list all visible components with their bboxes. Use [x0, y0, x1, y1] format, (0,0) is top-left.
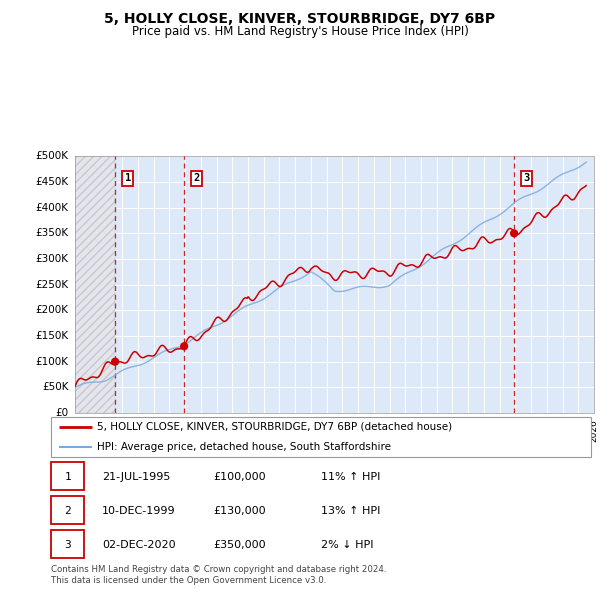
Text: 5, HOLLY CLOSE, KINVER, STOURBRIDGE, DY7 6BP: 5, HOLLY CLOSE, KINVER, STOURBRIDGE, DY7… — [104, 12, 496, 26]
Text: 2: 2 — [64, 506, 71, 516]
Text: £200K: £200K — [36, 306, 69, 315]
Bar — [75, 156, 115, 413]
Text: £400K: £400K — [36, 203, 69, 212]
FancyBboxPatch shape — [51, 530, 85, 558]
Text: £350K: £350K — [35, 228, 69, 238]
Text: £300K: £300K — [36, 254, 69, 264]
Text: Contains HM Land Registry data © Crown copyright and database right 2024.
This d: Contains HM Land Registry data © Crown c… — [51, 565, 386, 585]
FancyBboxPatch shape — [51, 417, 591, 457]
Text: HPI: Average price, detached house, South Staffordshire: HPI: Average price, detached house, Sout… — [97, 442, 391, 452]
Text: £50K: £50K — [42, 382, 69, 392]
Text: 3: 3 — [524, 173, 530, 183]
Text: £350,000: £350,000 — [213, 540, 266, 550]
Text: 21-JUL-1995: 21-JUL-1995 — [103, 472, 170, 482]
Text: £450K: £450K — [35, 177, 69, 187]
Text: £100,000: £100,000 — [213, 472, 266, 482]
Text: 3: 3 — [64, 540, 71, 550]
Point — [179, 342, 189, 351]
Text: 2% ↓ HPI: 2% ↓ HPI — [321, 540, 373, 550]
Text: £100K: £100K — [36, 357, 69, 366]
Text: £130,000: £130,000 — [213, 506, 266, 516]
Text: £250K: £250K — [35, 280, 69, 290]
Text: 11% ↑ HPI: 11% ↑ HPI — [321, 472, 380, 482]
FancyBboxPatch shape — [51, 462, 85, 490]
Text: £150K: £150K — [35, 331, 69, 341]
Text: 1: 1 — [64, 472, 71, 482]
Text: 5, HOLLY CLOSE, KINVER, STOURBRIDGE, DY7 6BP (detached house): 5, HOLLY CLOSE, KINVER, STOURBRIDGE, DY7… — [97, 422, 452, 432]
Text: £0: £0 — [56, 408, 69, 418]
Text: 1: 1 — [125, 173, 131, 183]
Point — [110, 357, 120, 366]
Text: Price paid vs. HM Land Registry's House Price Index (HPI): Price paid vs. HM Land Registry's House … — [131, 25, 469, 38]
Text: 13% ↑ HPI: 13% ↑ HPI — [321, 506, 380, 516]
Point — [509, 229, 519, 238]
Text: 02-DEC-2020: 02-DEC-2020 — [103, 540, 176, 550]
Text: £500K: £500K — [36, 152, 69, 161]
Bar — [75, 156, 115, 413]
Text: 10-DEC-1999: 10-DEC-1999 — [103, 506, 176, 516]
FancyBboxPatch shape — [51, 496, 85, 524]
Text: 2: 2 — [194, 173, 200, 183]
